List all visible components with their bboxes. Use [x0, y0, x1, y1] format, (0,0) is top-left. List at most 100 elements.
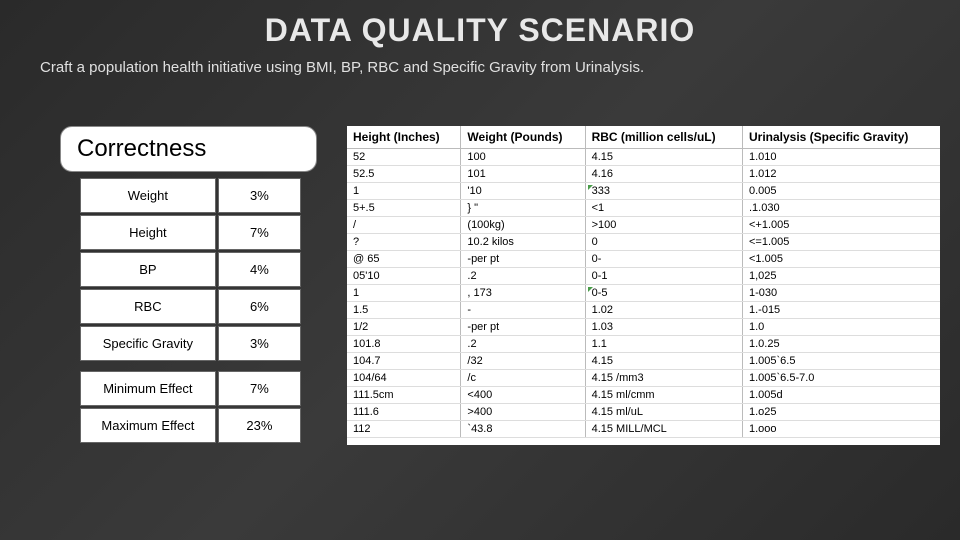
data-cell: 1.0.25	[742, 336, 940, 353]
data-cell: 0.005	[742, 183, 940, 200]
table-row: 112`43.84.15 MILL/MCL1.ooo	[347, 421, 940, 438]
data-cell: 0-5	[585, 285, 742, 302]
data-cell: 1.-015	[742, 302, 940, 319]
data-cell: 1.5	[347, 302, 461, 319]
data-cell: /	[347, 217, 461, 234]
table-row: 104/64/c4.15 /mm31.005`6.5-7.0	[347, 370, 940, 387]
data-cell: 1/2	[347, 319, 461, 336]
data-cell: >100	[585, 217, 742, 234]
data-cell: <=1.005	[742, 234, 940, 251]
summary-value: 7%	[218, 371, 301, 406]
table-row: Height7%	[80, 215, 301, 250]
table-row: 1.5-1.021.-015	[347, 302, 940, 319]
data-cell: 5+.5	[347, 200, 461, 217]
data-cell: 333	[585, 183, 742, 200]
data-cell: 4.15 MILL/MCL	[585, 421, 742, 438]
metric-label: Height	[80, 215, 216, 250]
data-cell: <1.005	[742, 251, 940, 268]
data-cell: 1,025	[742, 268, 940, 285]
metric-label: Specific Gravity	[80, 326, 216, 361]
data-panel: Height (Inches) Weight (Pounds) RBC (mil…	[347, 126, 940, 445]
table-row: 05'10.20-11,025	[347, 268, 940, 285]
data-cell: 52	[347, 149, 461, 166]
col-header: Height (Inches)	[347, 126, 461, 149]
data-cell: -per pt	[461, 251, 585, 268]
table-row: 52.51014.161.012	[347, 166, 940, 183]
metric-value: 6%	[218, 289, 301, 324]
data-cell: <1	[585, 200, 742, 217]
data-cell: 52.5	[347, 166, 461, 183]
data-cell: .1.030	[742, 200, 940, 217]
metric-value: 3%	[218, 178, 301, 213]
summary-value: 23%	[218, 408, 301, 443]
table-row: 104.7/324.151.005`6.5	[347, 353, 940, 370]
data-cell: @ 65	[347, 251, 461, 268]
data-cell: 1.005d	[742, 387, 940, 404]
data-cell: 0	[585, 234, 742, 251]
page-title: DATA QUALITY SCENARIO	[0, 0, 960, 49]
table-row: Weight3%	[80, 178, 301, 213]
table-row: 1/2-per pt1.031.0	[347, 319, 940, 336]
data-cell: 10.2 kilos	[461, 234, 585, 251]
data-cell: -	[461, 302, 585, 319]
data-cell: 4.15 ml/cmm	[585, 387, 742, 404]
table-row: ?10.2 kilos0<=1.005	[347, 234, 940, 251]
data-cell: 0-1	[585, 268, 742, 285]
data-cell: 1.02	[585, 302, 742, 319]
correctness-header: Correctness	[60, 126, 317, 172]
metric-label: RBC	[80, 289, 216, 324]
spacer	[80, 363, 301, 369]
data-table-body: 521004.151.01052.51014.161.0121'103330.0…	[347, 149, 940, 438]
data-cell: 101	[461, 166, 585, 183]
data-cell: 104/64	[347, 370, 461, 387]
data-cell: 1.0	[742, 319, 940, 336]
data-cell: , 173	[461, 285, 585, 302]
data-cell: 1.005`6.5	[742, 353, 940, 370]
table-row: Minimum Effect7%	[80, 371, 301, 406]
table-row: BP4%	[80, 252, 301, 287]
metric-label: Weight	[80, 178, 216, 213]
table-row: 1, 1730-51-030	[347, 285, 940, 302]
table-row: 111.6>4004.15 ml/uL1.o25	[347, 404, 940, 421]
metric-value: 4%	[218, 252, 301, 287]
data-cell: 111.6	[347, 404, 461, 421]
table-header-row: Height (Inches) Weight (Pounds) RBC (mil…	[347, 126, 940, 149]
data-cell: 4.16	[585, 166, 742, 183]
data-cell: 1.ooo	[742, 421, 940, 438]
data-cell: 1.005`6.5-7.0	[742, 370, 940, 387]
data-cell: -per pt	[461, 319, 585, 336]
data-cell: /32	[461, 353, 585, 370]
data-cell: <400	[461, 387, 585, 404]
content-area: Correctness Weight3% Height7% BP4% RBC6%…	[0, 76, 960, 445]
data-cell: 4.15	[585, 149, 742, 166]
data-cell: `43.8	[461, 421, 585, 438]
data-cell: 104.7	[347, 353, 461, 370]
table-row: Maximum Effect23%	[80, 408, 301, 443]
data-cell: '10	[461, 183, 585, 200]
data-cell: 4.15	[585, 353, 742, 370]
table-row: @ 65-per pt0-<1.005	[347, 251, 940, 268]
metric-value: 7%	[218, 215, 301, 250]
table-row: 521004.151.010	[347, 149, 940, 166]
data-cell: 100	[461, 149, 585, 166]
col-header: Urinalysis (Specific Gravity)	[742, 126, 940, 149]
data-cell: <+1.005	[742, 217, 940, 234]
data-cell: 1.012	[742, 166, 940, 183]
data-cell: 0-	[585, 251, 742, 268]
col-header: Weight (Pounds)	[461, 126, 585, 149]
data-cell: 1.010	[742, 149, 940, 166]
page-subtitle: Craft a population health initiative usi…	[0, 49, 960, 76]
data-cell: 1.1	[585, 336, 742, 353]
data-cell: 112	[347, 421, 461, 438]
summary-label: Minimum Effect	[80, 371, 216, 406]
data-cell: .2	[461, 336, 585, 353]
data-cell: >400	[461, 404, 585, 421]
correctness-panel: Correctness Weight3% Height7% BP4% RBC6%…	[60, 126, 317, 445]
data-cell: 101.8	[347, 336, 461, 353]
metric-value: 3%	[218, 326, 301, 361]
table-row: 111.5cm<4004.15 ml/cmm1.005d	[347, 387, 940, 404]
data-cell: 1.03	[585, 319, 742, 336]
summary-label: Maximum Effect	[80, 408, 216, 443]
col-header: RBC (million cells/uL)	[585, 126, 742, 149]
data-cell: 111.5cm	[347, 387, 461, 404]
